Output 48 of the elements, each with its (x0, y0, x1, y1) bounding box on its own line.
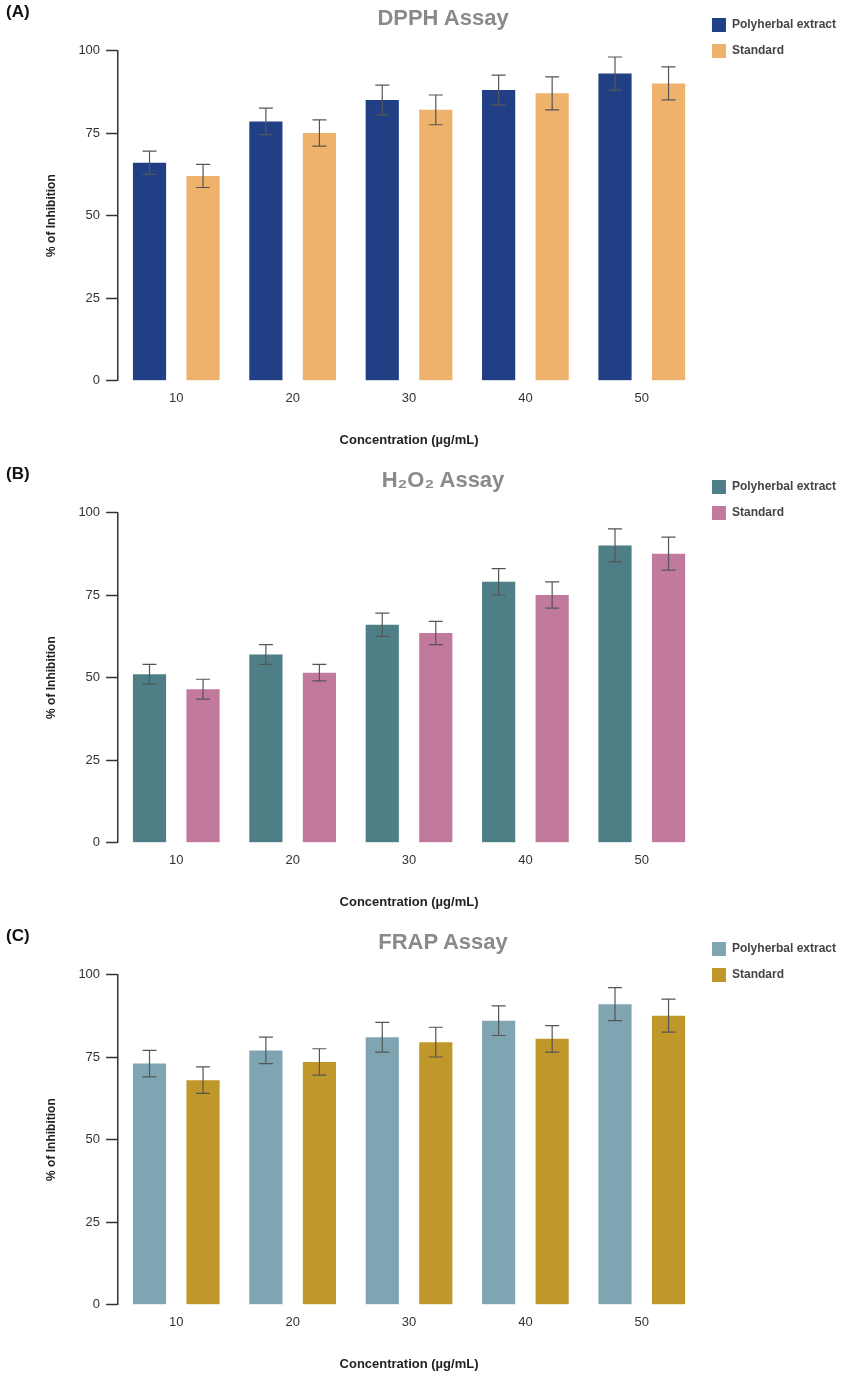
x-tick-label: 50 (634, 390, 649, 406)
text: (A) (6, 2, 30, 22)
legend-label: Polyherbal extract (731, 941, 836, 956)
y-tick-label: 0 (92, 834, 101, 850)
y-tick-label: 0 (92, 372, 101, 388)
y-tick-label: 50 (85, 669, 101, 685)
x-axis-title: Concentration (µg/mL) (339, 893, 479, 909)
x-tick-label: 40 (518, 1314, 533, 1330)
y-axis-title: % of Inhibition (43, 174, 58, 257)
x-tick-label: 30 (401, 852, 417, 868)
y-tick-label: 100 (78, 965, 101, 981)
legend-label: Standard (731, 505, 784, 520)
y-tick-label: 50 (85, 1131, 101, 1147)
text: (C) (6, 926, 30, 946)
y-tick-label: 25 (85, 751, 101, 767)
y-tick-label: 100 (78, 503, 101, 519)
x-tick-label: 40 (518, 852, 533, 868)
x-axis-title: Concentration (µg/mL) (339, 1355, 479, 1371)
x-tick-label: 20 (285, 1314, 300, 1330)
y-tick-label: 75 (85, 586, 101, 602)
legend-label: Polyherbal extract (731, 479, 836, 494)
legend-label: Polyherbal extract (731, 17, 836, 32)
chart-title: H₂O₂ Assay (381, 467, 506, 493)
x-tick-label: 30 (401, 1314, 417, 1330)
legend-label: Standard (731, 967, 784, 982)
x-tick-label: 50 (634, 852, 649, 868)
text: (B) (6, 464, 30, 484)
x-tick-label: 30 (401, 390, 417, 406)
x-tick-label: 50 (634, 1314, 649, 1330)
x-tick-label: 10 (169, 852, 184, 868)
y-tick-label: 100 (78, 41, 101, 57)
y-tick-label: 75 (85, 1048, 101, 1064)
y-tick-label: 50 (85, 207, 101, 223)
y-tick-label: 0 (92, 1296, 101, 1312)
y-tick-label: 75 (85, 124, 101, 140)
y-tick-label: 25 (85, 289, 101, 305)
y-axis-title: % of Inhibition (43, 1098, 58, 1181)
x-axis-title: Concentration (µg/mL) (339, 431, 479, 447)
x-tick-label: 20 (285, 390, 300, 406)
x-tick-label: 10 (169, 1314, 184, 1330)
y-axis-title: % of Inhibition (43, 636, 58, 719)
chart-title: FRAP Assay (378, 929, 509, 955)
legend-label: Standard (731, 43, 784, 58)
x-tick-label: 10 (169, 390, 184, 406)
chart-title: DPPH Assay (377, 5, 510, 31)
x-tick-label: 20 (285, 852, 300, 868)
x-tick-label: 40 (518, 390, 533, 406)
y-tick-label: 25 (85, 1213, 101, 1229)
